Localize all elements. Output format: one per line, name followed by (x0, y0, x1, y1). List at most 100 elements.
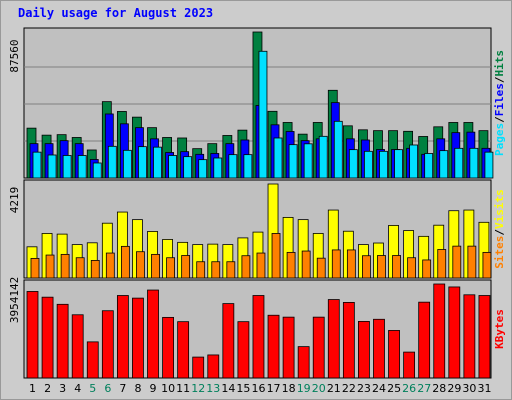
x-tick-label: 27 (417, 382, 431, 395)
legend-pages: Pages (493, 123, 506, 156)
bar-pages (394, 149, 403, 179)
x-tick-label: 1 (29, 382, 36, 395)
x-tick-label: 2 (44, 382, 51, 395)
x-tick-label: 14 (221, 382, 235, 395)
legend-hits-files-pages: Pages/Files/Hits (493, 50, 506, 156)
x-tick-label: 26 (402, 382, 416, 395)
bar-sites (90, 259, 100, 279)
x-tick-label: 11 (176, 382, 190, 395)
bar-sites (377, 255, 386, 279)
bar-sites (120, 245, 130, 279)
bar-kbytes (433, 283, 446, 379)
x-tick-label: 8 (134, 382, 141, 395)
bar-kbytes (373, 318, 385, 379)
legend-separator: / (493, 229, 506, 236)
bar-pages (318, 135, 328, 179)
bar-kbytes (71, 314, 84, 379)
x-tick-label: 16 (252, 382, 266, 395)
panel-visits-sites: 4219 Sites/Visits (8, 179, 506, 279)
bar-sites (45, 254, 55, 279)
bar-kbytes (147, 289, 159, 379)
x-tick-label: 12 (191, 382, 205, 395)
bar-kbytes (463, 294, 476, 379)
bar-sites (181, 255, 191, 279)
bar-sites (60, 253, 70, 279)
bar-pages (288, 144, 298, 179)
x-tick-label: 21 (327, 382, 341, 395)
bar-pages (454, 147, 464, 179)
bar-sites (271, 233, 281, 279)
x-tick-label: 4 (74, 382, 81, 395)
bar-kbytes (132, 297, 144, 379)
bar-kbytes (388, 330, 400, 379)
x-tick-label: 6 (104, 382, 111, 395)
bar-sites (151, 253, 160, 279)
x-tick-label: 18 (282, 382, 296, 395)
bar-pages (348, 149, 358, 179)
bar-pages (439, 150, 449, 179)
bar-pages (213, 157, 223, 179)
bar-kbytes (26, 291, 39, 379)
legend-separator: / (493, 76, 506, 83)
x-tick-label: 25 (387, 382, 401, 395)
panel-kbytes: 3954142 KBytes (8, 277, 506, 379)
bar-sites (392, 255, 401, 279)
bar-kbytes (327, 299, 340, 379)
y-max-label: 3954142 (8, 277, 21, 323)
bar-sites (286, 251, 296, 279)
bar-kbytes (403, 351, 416, 379)
bar-kbytes (418, 301, 431, 379)
legend-hits: Hits (493, 50, 506, 77)
bar-sites (362, 255, 371, 279)
x-tick-label: 3 (59, 382, 66, 395)
bar-pages (469, 147, 479, 179)
bar-sites (136, 251, 145, 279)
bar-pages (333, 120, 343, 179)
x-tick-label: 7 (119, 382, 126, 395)
bar-kbytes (101, 310, 114, 379)
bar-pages (183, 156, 193, 179)
x-tick-label: 13 (206, 382, 220, 395)
x-tick-label: 17 (267, 382, 281, 395)
x-tick-label: 5 (89, 382, 96, 395)
bar-sites (482, 251, 492, 279)
x-tick-label: 15 (236, 382, 250, 395)
bar-pages (273, 137, 283, 179)
bar-sites (452, 245, 462, 279)
x-tick-label: 9 (150, 382, 157, 395)
bar-pages (303, 143, 313, 179)
bar-pages (122, 149, 132, 179)
bar-pages (424, 153, 434, 179)
bar-kbytes (162, 316, 174, 379)
bar-sites (301, 250, 311, 279)
bar-kbytes (207, 354, 220, 379)
bar-sites (407, 257, 417, 279)
y-max-label: 87560 (8, 39, 21, 72)
bar-sites (226, 261, 236, 279)
bar-sites (437, 249, 447, 279)
legend-separator: / (493, 116, 506, 123)
bar-pages (153, 146, 162, 179)
bar-sites (467, 245, 477, 279)
bar-kbytes (312, 316, 325, 379)
x-tick-label: 30 (462, 382, 476, 395)
bar-sites (196, 261, 206, 279)
bar-kbytes (116, 295, 129, 379)
legend-files: Files (493, 83, 506, 116)
bar-kbytes (358, 321, 370, 379)
bar-kbytes (41, 296, 54, 379)
chart-title: Daily usage for August 2023 (18, 6, 213, 20)
bar-kbytes (282, 316, 295, 379)
bar-sites (166, 257, 175, 279)
bar-pages (258, 50, 268, 179)
bar-pages (138, 146, 147, 179)
legend-visits: Visits (493, 189, 506, 229)
bar-pages (364, 150, 373, 179)
bar-kbytes (222, 303, 235, 379)
bar-pages (77, 155, 87, 179)
x-tick-label: 23 (357, 382, 371, 395)
bar-kbytes (297, 346, 310, 379)
legend-visits-sites: Sites/Visits (493, 189, 506, 269)
x-tick-label: 10 (161, 382, 175, 395)
